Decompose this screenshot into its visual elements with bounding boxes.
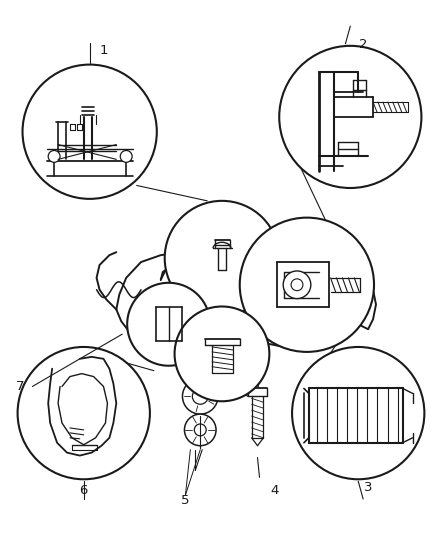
Circle shape bbox=[22, 64, 156, 199]
Circle shape bbox=[182, 378, 218, 414]
Text: 6: 6 bbox=[79, 483, 88, 497]
Circle shape bbox=[120, 150, 132, 163]
Circle shape bbox=[48, 150, 60, 163]
Circle shape bbox=[184, 414, 215, 446]
Text: 4: 4 bbox=[269, 483, 278, 497]
Circle shape bbox=[279, 46, 420, 188]
Text: 1: 1 bbox=[99, 44, 107, 57]
Circle shape bbox=[192, 389, 208, 404]
Text: 2: 2 bbox=[358, 38, 367, 51]
Circle shape bbox=[194, 424, 206, 436]
Text: 3: 3 bbox=[363, 481, 371, 494]
Text: 5: 5 bbox=[181, 494, 189, 506]
Circle shape bbox=[174, 306, 269, 401]
Circle shape bbox=[290, 279, 302, 290]
Circle shape bbox=[239, 217, 373, 352]
Circle shape bbox=[18, 347, 149, 479]
Circle shape bbox=[291, 347, 424, 479]
Text: 7: 7 bbox=[16, 380, 25, 393]
Circle shape bbox=[127, 283, 210, 366]
Circle shape bbox=[283, 271, 310, 298]
Circle shape bbox=[164, 201, 279, 316]
